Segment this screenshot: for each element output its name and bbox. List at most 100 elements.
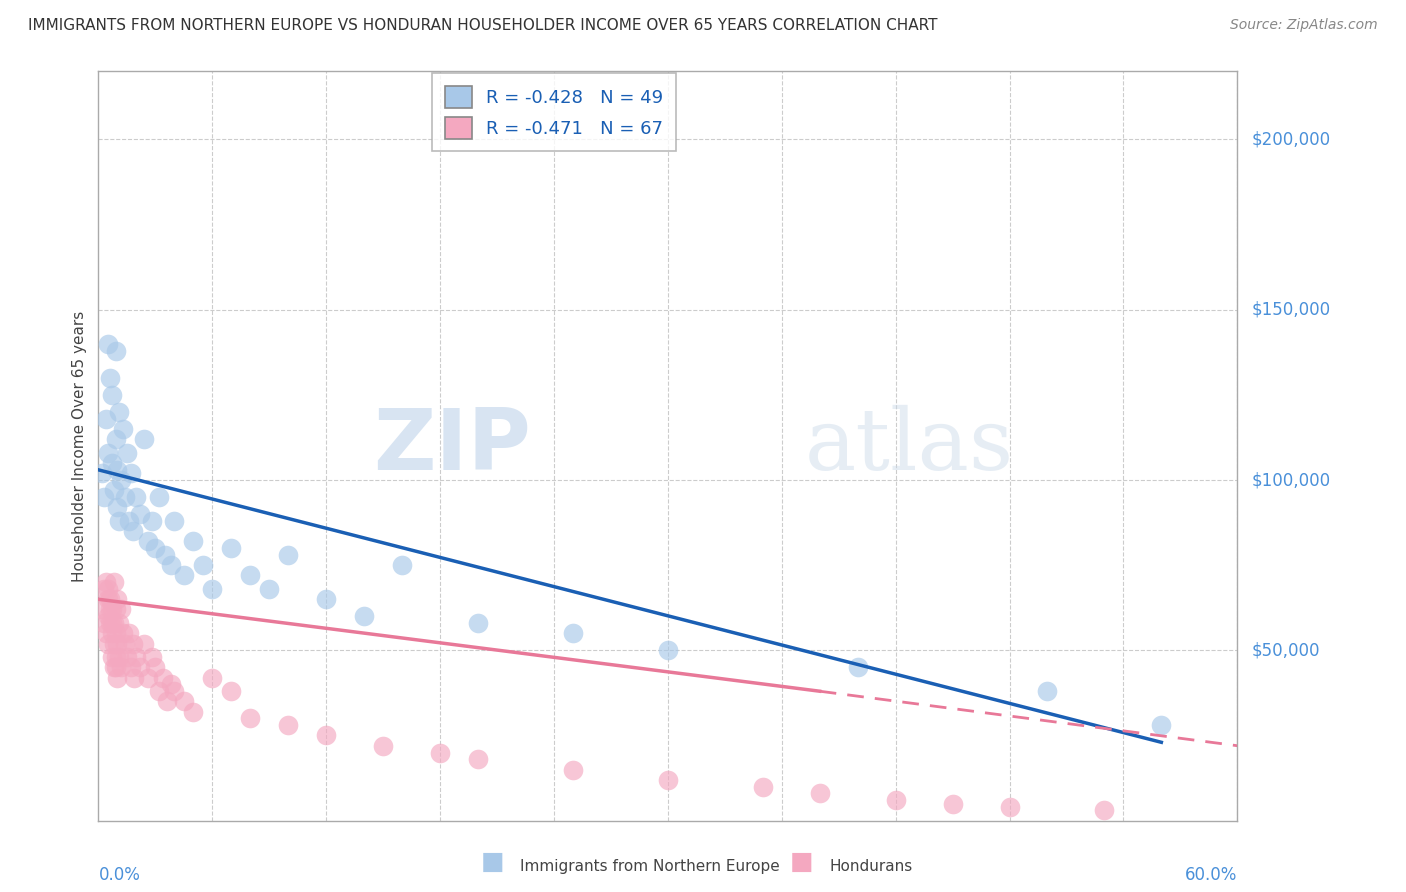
Point — [112, 422, 135, 436]
Point — [104, 432, 127, 446]
Point — [118, 626, 141, 640]
Point — [191, 558, 214, 573]
Text: Source: ZipAtlas.com: Source: ZipAtlas.com — [1230, 18, 1378, 32]
Point — [108, 616, 131, 631]
Point — [562, 626, 585, 640]
Point — [371, 739, 394, 753]
Point — [107, 636, 129, 650]
Point — [97, 592, 120, 607]
Point — [124, 671, 146, 685]
Point — [93, 490, 115, 504]
Point — [221, 684, 243, 698]
Point — [108, 514, 131, 528]
Point — [110, 473, 132, 487]
Point — [104, 626, 127, 640]
Point — [115, 446, 138, 460]
Point — [103, 616, 125, 631]
Point — [120, 660, 142, 674]
Text: $150,000: $150,000 — [1251, 301, 1330, 318]
Text: $50,000: $50,000 — [1251, 641, 1320, 659]
Point — [657, 772, 679, 787]
Point — [107, 592, 129, 607]
Point — [94, 575, 117, 590]
Point — [97, 636, 120, 650]
Point — [91, 602, 114, 616]
Point — [97, 446, 120, 460]
Point — [98, 592, 121, 607]
Point — [141, 514, 163, 528]
Point — [145, 660, 167, 674]
Point — [942, 797, 965, 811]
Point — [100, 650, 122, 665]
Point — [1036, 684, 1059, 698]
Point — [104, 343, 127, 358]
Point — [201, 582, 224, 596]
Point — [141, 650, 163, 665]
Point — [104, 602, 127, 616]
Point — [657, 643, 679, 657]
Point — [148, 490, 170, 504]
Point — [148, 684, 170, 698]
Point — [846, 660, 869, 674]
Point — [221, 541, 243, 556]
Point — [112, 626, 135, 640]
Point — [315, 729, 337, 743]
Text: ■: ■ — [790, 850, 813, 874]
Point — [100, 626, 122, 640]
Point — [94, 626, 117, 640]
Point — [107, 463, 129, 477]
Point — [277, 548, 299, 562]
Legend: R = -0.428   N = 49, R = -0.471   N = 67: R = -0.428 N = 49, R = -0.471 N = 67 — [432, 73, 676, 152]
Text: IMMIGRANTS FROM NORTHERN EUROPE VS HONDURAN HOUSEHOLDER INCOME OVER 65 YEARS COR: IMMIGRANTS FROM NORTHERN EUROPE VS HONDU… — [28, 18, 938, 33]
Point — [259, 582, 281, 596]
Point — [159, 677, 181, 691]
Point — [467, 752, 489, 766]
Point — [159, 558, 181, 573]
Point — [201, 671, 224, 685]
Point — [118, 514, 141, 528]
Point — [125, 490, 148, 504]
Point — [183, 705, 205, 719]
Point — [315, 592, 337, 607]
Point — [91, 467, 114, 481]
Point — [429, 746, 451, 760]
Text: 0.0%: 0.0% — [98, 865, 141, 884]
Text: $200,000: $200,000 — [1251, 130, 1330, 148]
Point — [752, 780, 775, 794]
Point — [97, 609, 120, 624]
Point — [97, 582, 120, 596]
Point — [132, 432, 155, 446]
Point — [129, 507, 152, 521]
Point — [98, 616, 121, 631]
Point — [103, 660, 125, 674]
Point — [121, 524, 143, 538]
Point — [94, 411, 117, 425]
Point — [884, 793, 907, 807]
Point — [391, 558, 413, 573]
Point — [173, 694, 195, 708]
Point — [808, 786, 831, 800]
Point — [239, 568, 262, 582]
Point — [132, 636, 155, 650]
Point — [108, 650, 131, 665]
Point — [114, 490, 136, 504]
Point — [156, 694, 179, 708]
Text: $100,000: $100,000 — [1251, 471, 1330, 489]
Point — [115, 650, 138, 665]
Point — [129, 660, 152, 674]
Point — [163, 514, 186, 528]
Point — [467, 616, 489, 631]
Point — [110, 660, 132, 674]
Point — [100, 602, 122, 616]
Text: 60.0%: 60.0% — [1185, 865, 1237, 884]
Text: atlas: atlas — [804, 404, 1014, 488]
Point — [103, 483, 125, 498]
Point — [98, 602, 121, 616]
Point — [100, 456, 122, 470]
Point — [136, 534, 159, 549]
Point — [163, 684, 186, 698]
Point — [173, 568, 195, 582]
Point — [125, 650, 148, 665]
Point — [93, 582, 115, 596]
Text: Hondurans: Hondurans — [830, 859, 912, 874]
